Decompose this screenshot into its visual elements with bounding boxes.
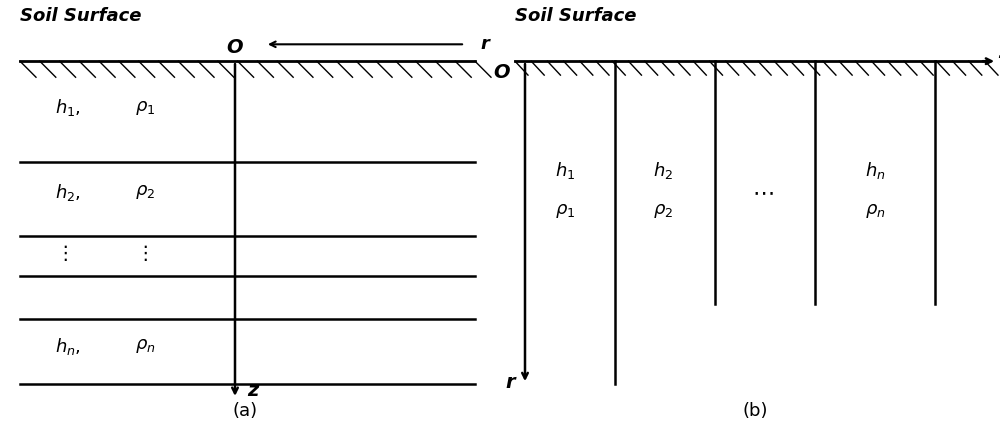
Text: $\cdots$: $\cdots$ xyxy=(752,182,774,202)
Text: (a): (a) xyxy=(232,403,258,420)
Text: z: z xyxy=(247,381,258,400)
Text: $\rho_1$: $\rho_1$ xyxy=(555,202,575,220)
Text: r: r xyxy=(480,35,489,53)
Text: Soil Surface: Soil Surface xyxy=(515,7,637,25)
Text: $h_2,$: $h_2,$ xyxy=(55,181,81,203)
Text: Soil Surface: Soil Surface xyxy=(20,7,142,25)
Text: z: z xyxy=(998,43,1000,62)
Text: $\rho_n$: $\rho_n$ xyxy=(135,337,156,355)
Text: $\vdots$: $\vdots$ xyxy=(55,243,68,263)
Text: $h_n$: $h_n$ xyxy=(865,160,885,181)
Text: (b): (b) xyxy=(742,403,768,420)
Text: $\rho_2$: $\rho_2$ xyxy=(135,183,155,201)
Text: $h_n,$: $h_n,$ xyxy=(55,335,81,357)
Text: $h_1$: $h_1$ xyxy=(555,160,575,181)
Text: $\rho_n$: $\rho_n$ xyxy=(865,202,885,220)
Text: $\rho_2$: $\rho_2$ xyxy=(653,202,673,220)
Text: O: O xyxy=(227,38,243,57)
Text: $h_1,$: $h_1,$ xyxy=(55,97,81,118)
Text: O: O xyxy=(493,63,510,82)
Text: $h_2$: $h_2$ xyxy=(653,160,673,181)
Text: $\rho_1$: $\rho_1$ xyxy=(135,99,155,116)
Text: r: r xyxy=(505,373,515,392)
Text: $\vdots$: $\vdots$ xyxy=(135,243,148,263)
